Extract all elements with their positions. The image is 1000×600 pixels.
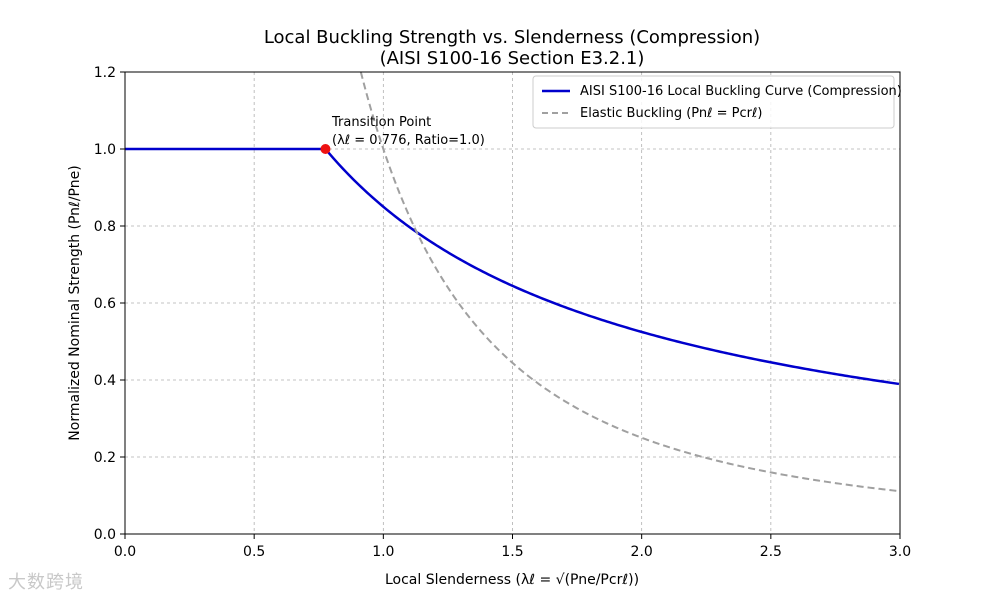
legend: AISI S100-16 Local Buckling Curve (Compr… (532, 75, 902, 129)
y-tick-label: 1.2 (94, 65, 116, 81)
grid (124, 71, 901, 535)
ticks: 0.0 0.5 1.0 1.5 2.0 2.5 3.0 0.0 0.2 0.4 0.6 0.8 1.0 1… (94, 65, 911, 560)
series-line-elastic-buckling (359, 71, 899, 493)
legend-box (532, 75, 895, 129)
legend-label-elastic-buckling: Elastic Buckling (Pnℓ = Pcrℓ) (580, 106, 762, 121)
x-tick-label: 0.0 (114, 544, 136, 560)
series-layer (125, 71, 900, 493)
x-tick-label: 0.5 (243, 544, 265, 560)
x-tick-label: 3.0 (889, 544, 911, 560)
x-tick-label: 1.5 (501, 544, 523, 560)
x-tick-label: 2.0 (631, 544, 653, 560)
chart-title-line2: (AISI S100-16 Section E3.2.1) (380, 48, 645, 69)
transition-point-marker (320, 144, 331, 154)
y-tick-label: 0.0 (94, 527, 116, 543)
x-tick-label: 1.0 (372, 544, 394, 560)
y-tick-label: 1.0 (94, 142, 116, 158)
transition-annotation-line2: (λℓ = 0.776, Ratio=1.0) (332, 133, 485, 148)
y-tick-label: 0.4 (94, 373, 116, 389)
x-axis-label: Local Slenderness (λℓ = √(Pne/Pcrℓ)) (385, 572, 639, 588)
chart-title-line1: Local Buckling Strength vs. Slenderness … (264, 27, 760, 48)
marker-layer (320, 144, 331, 154)
y-tick-label: 0.6 (94, 296, 116, 312)
legend-label-local-buckling: AISI S100-16 Local Buckling Curve (Compr… (580, 84, 902, 99)
transition-annotation-line1: Transition Point (331, 115, 431, 130)
y-axis-label: Normalized Nominal Strength (Pnℓ/Pne) (67, 165, 83, 440)
series-line-local-buckling (125, 147, 900, 386)
y-tick-label: 0.8 (94, 219, 116, 235)
x-tick-label: 2.5 (760, 544, 782, 560)
y-tick-label: 0.2 (94, 450, 116, 466)
watermark: 大数跨境 (8, 572, 84, 593)
